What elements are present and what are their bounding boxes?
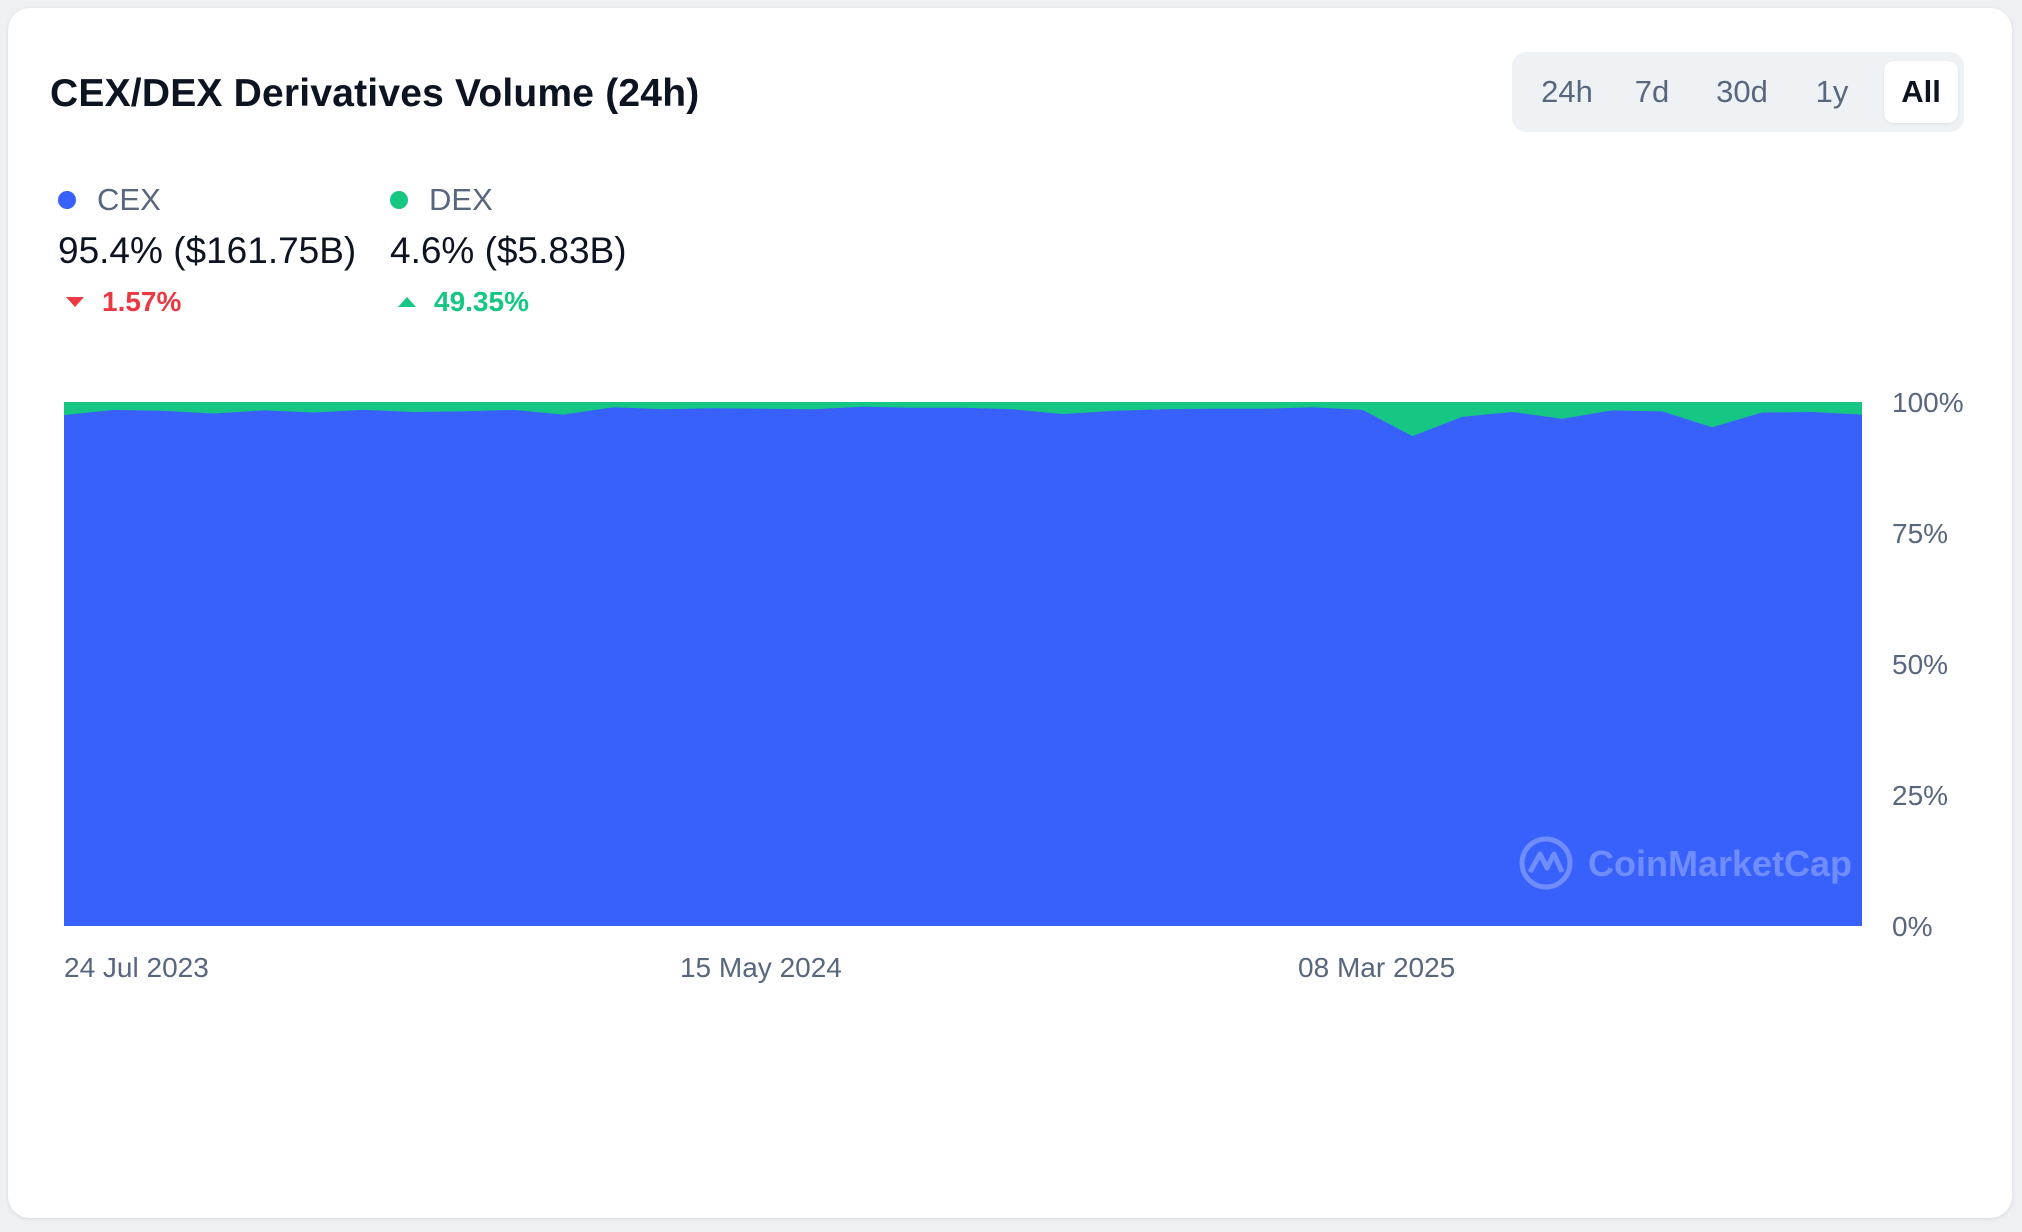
coinmarketcap-logo-mark [1527, 851, 1565, 874]
watermark: CoinMarketCap [1519, 836, 1852, 890]
chart-title: CEX/DEX Derivatives Volume (24h) [50, 72, 700, 115]
time-range-selector: 24h 7d 30d 1y All [1512, 52, 1964, 132]
range-tab-7d[interactable]: 7d [1634, 74, 1670, 109]
legend-dex[interactable]: DEX 4.6% ($5.83B) 49.35% [390, 180, 627, 318]
legend-dex-name: DEX [429, 182, 493, 217]
legend-dex-change: 49.35% [434, 286, 529, 317]
series-area-cex[interactable] [64, 406, 1862, 926]
range-tab-24h[interactable]: 24h [1541, 74, 1593, 109]
y-tick-label: 50% [1892, 649, 1948, 680]
caret-up-icon [398, 297, 416, 307]
coinmarketcap-logo-icon [1519, 836, 1573, 890]
caret-down-icon [66, 297, 84, 307]
y-tick-label: 25% [1892, 780, 1948, 811]
legend-cex-change: 1.57% [102, 286, 182, 317]
range-tab-all[interactable]: All [1884, 61, 1958, 123]
watermark-text: CoinMarketCap [1588, 843, 1852, 884]
x-tick-label: 15 May 2024 [680, 952, 842, 983]
cex-dot-icon [58, 191, 76, 209]
x-tick-label: 24 Jul 2023 [64, 952, 209, 983]
dex-dot-icon [390, 191, 408, 209]
y-tick-label: 75% [1892, 518, 1948, 549]
legend-dex-value: 4.6% ($5.83B) [390, 230, 627, 271]
x-tick-label: 08 Mar 2025 [1298, 952, 1455, 983]
legend-cex-value: 95.4% ($161.75B) [58, 230, 357, 271]
legend-cex[interactable]: CEX 95.4% ($161.75B) 1.57% [58, 180, 356, 318]
y-tick-label: 100% [1892, 387, 1964, 418]
legend-cex-name: CEX [97, 182, 161, 217]
y-tick-label: 0% [1892, 911, 1932, 942]
range-tab-1y[interactable]: 1y [1815, 74, 1849, 109]
range-tab-30d[interactable]: 30d [1716, 74, 1768, 109]
